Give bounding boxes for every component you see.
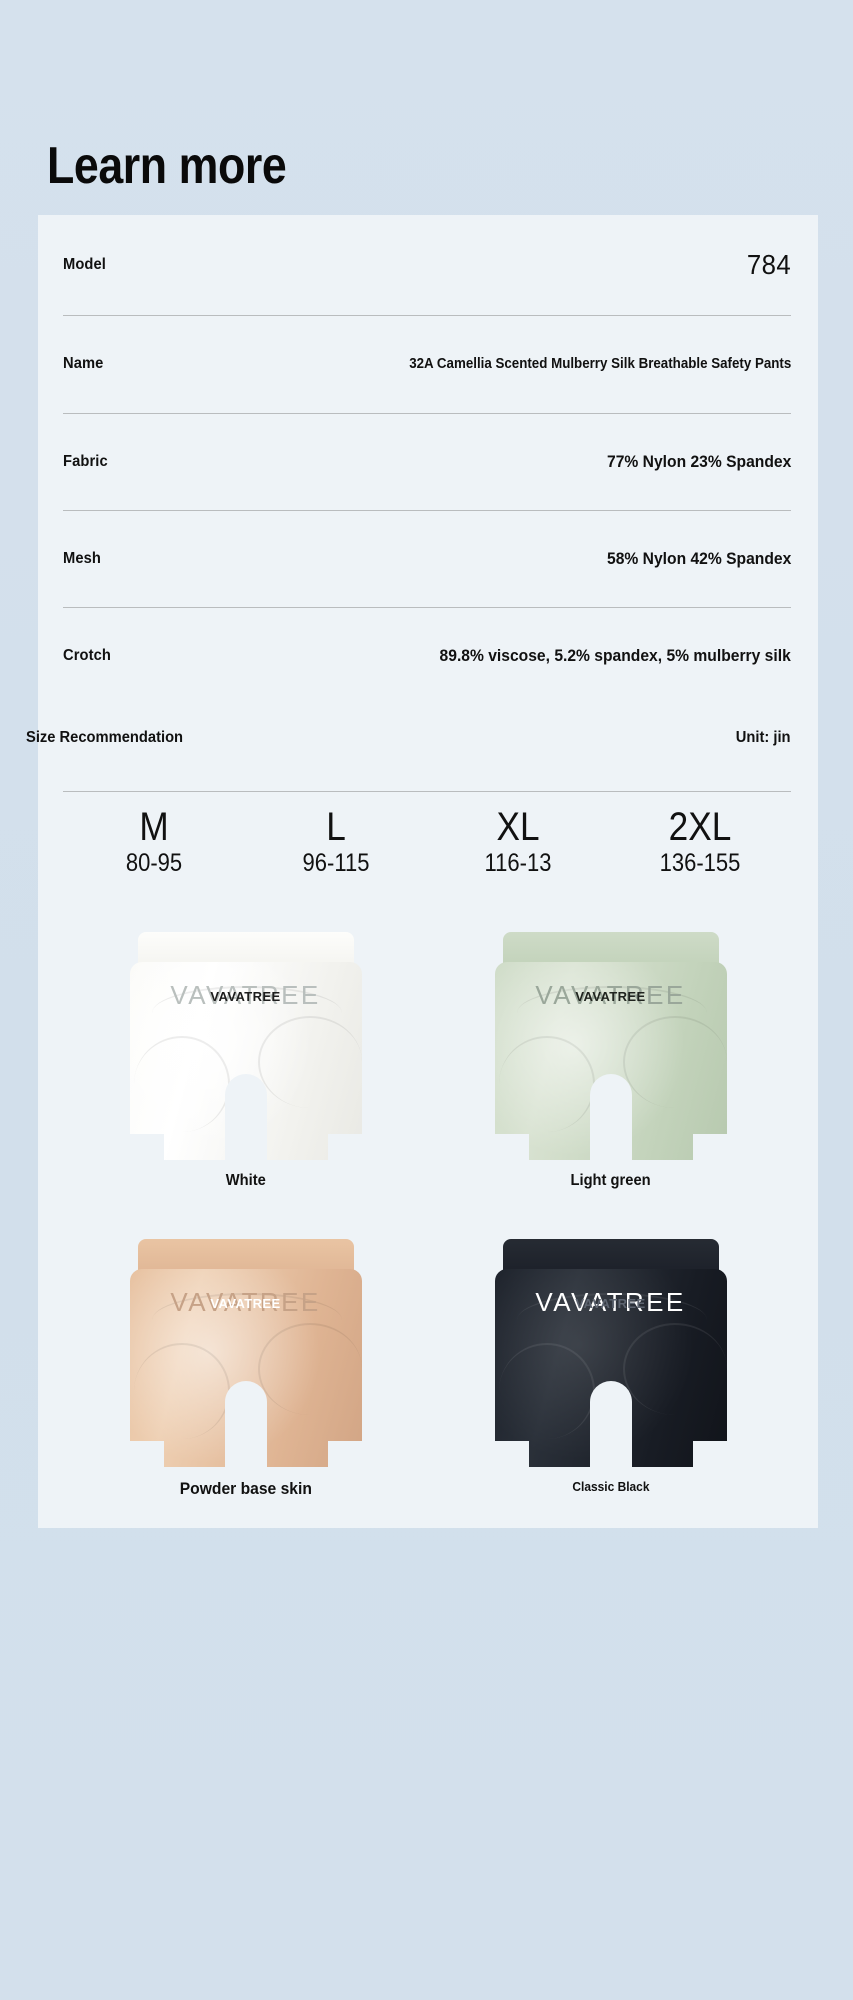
spec-label-model: Model bbox=[63, 256, 106, 273]
product-photo-powder-base-skin[interactable]: VAVATREE VAVATREE bbox=[118, 1227, 374, 1467]
color-label-classic-black: Classic Black bbox=[571, 1479, 650, 1494]
brand-watermark-classic-black: VAVATREE bbox=[535, 1287, 686, 1317]
spec-row-fabric: Fabric 77% Nylon 23% Spandex bbox=[38, 413, 818, 510]
spec-label-mesh: Mesh bbox=[63, 549, 102, 567]
size-range-xl: 116-13 bbox=[484, 848, 552, 877]
size-column-m: M 80-95 bbox=[63, 807, 245, 876]
spec-row-crotch: Crotch 89.8% viscose, 5.2% spandex, 5% m… bbox=[38, 607, 818, 704]
size-name-l: L bbox=[326, 805, 346, 849]
product-photo-classic-black[interactable]: VAVATREE VAVATREE bbox=[483, 1227, 739, 1467]
size-column-xl: XL 116-13 bbox=[427, 807, 609, 876]
size-name-m: M bbox=[139, 805, 169, 849]
product-photo-light-green[interactable]: VAVATREE VAVATREE bbox=[483, 920, 739, 1160]
spec-row-mesh: Mesh 58% Nylon 42% Spandex bbox=[38, 510, 818, 607]
size-column-l: L 96-115 bbox=[245, 807, 427, 876]
brand-watermark-white: VAVATREE bbox=[170, 980, 321, 1010]
color-variant-grid: VAVATREE VAVATREE White bbox=[63, 920, 793, 1499]
color-label-light-green: Light green bbox=[570, 1172, 651, 1189]
color-variant-classic-black[interactable]: VAVATREE VAVATREE Classic Black bbox=[428, 1227, 793, 1499]
brand-watermark-light-green: VAVATREE bbox=[535, 980, 686, 1010]
page-title: Learn more bbox=[47, 137, 287, 195]
spec-table: Model 784 Name 32A Camellia Scented Mulb… bbox=[38, 215, 818, 704]
size-range-2xl: 136-155 bbox=[659, 848, 741, 877]
spec-value-crotch: 89.8% viscose, 5.2% spandex, 5% mulberry… bbox=[439, 645, 791, 665]
product-photo-white[interactable]: VAVATREE VAVATREE bbox=[118, 920, 374, 1160]
spec-row-model: Model 784 bbox=[38, 215, 818, 315]
color-label-white: White bbox=[225, 1172, 266, 1189]
size-column-2xl: 2XL 136-155 bbox=[609, 807, 791, 876]
color-variant-powder-base-skin[interactable]: VAVATREE VAVATREE Powder base skin bbox=[63, 1227, 428, 1499]
color-variant-row-2: VAVATREE VAVATREE Powder base skin bbox=[63, 1227, 793, 1499]
color-variant-white[interactable]: VAVATREE VAVATREE White bbox=[63, 920, 428, 1190]
color-label-powder-base-skin: Powder base skin bbox=[179, 1479, 312, 1498]
size-recommendation-header: Size Recommendation Unit: jin bbox=[26, 704, 818, 772]
size-range-m: 80-95 bbox=[125, 848, 183, 877]
spec-label-fabric: Fabric bbox=[63, 452, 108, 470]
spec-card: Model 784 Name 32A Camellia Scented Mulb… bbox=[26, 215, 818, 1528]
brand-label-light-green: VAVATREE bbox=[575, 989, 646, 1004]
spec-label-crotch: Crotch bbox=[63, 646, 111, 664]
spec-value-fabric: 77% Nylon 23% Spandex bbox=[606, 451, 791, 471]
size-unit-label: Unit: jin bbox=[736, 729, 791, 746]
size-name-xl: XL bbox=[496, 805, 540, 849]
brand-label-white: VAVATREE bbox=[210, 989, 281, 1004]
brand-label-classic-black: VAVATREE bbox=[575, 1296, 646, 1311]
size-name-2xl: 2XL bbox=[668, 805, 732, 849]
spec-label-name: Name bbox=[63, 355, 104, 372]
spec-value-model: 784 bbox=[746, 249, 791, 280]
spec-value-name: 32A Camellia Scented Mulberry Silk Breat… bbox=[408, 356, 791, 372]
color-variant-light-green[interactable]: VAVATREE VAVATREE Light green bbox=[428, 920, 793, 1190]
spec-value-mesh: 58% Nylon 42% Spandex bbox=[606, 548, 791, 568]
brand-watermark-powder-base-skin: VAVATREE bbox=[170, 1287, 321, 1317]
spec-row-name: Name 32A Camellia Scented Mulberry Silk … bbox=[38, 315, 818, 413]
size-divider bbox=[63, 791, 791, 792]
size-recommendation-title: Size Recommendation bbox=[26, 729, 184, 746]
size-range-l: 96-115 bbox=[302, 848, 370, 877]
size-chart: M 80-95 L 96-115 XL 116-13 2XL 136-155 bbox=[63, 807, 791, 876]
color-variant-row-1: VAVATREE VAVATREE White bbox=[63, 920, 793, 1190]
brand-label-powder-base-skin: VAVATREE bbox=[210, 1296, 281, 1311]
